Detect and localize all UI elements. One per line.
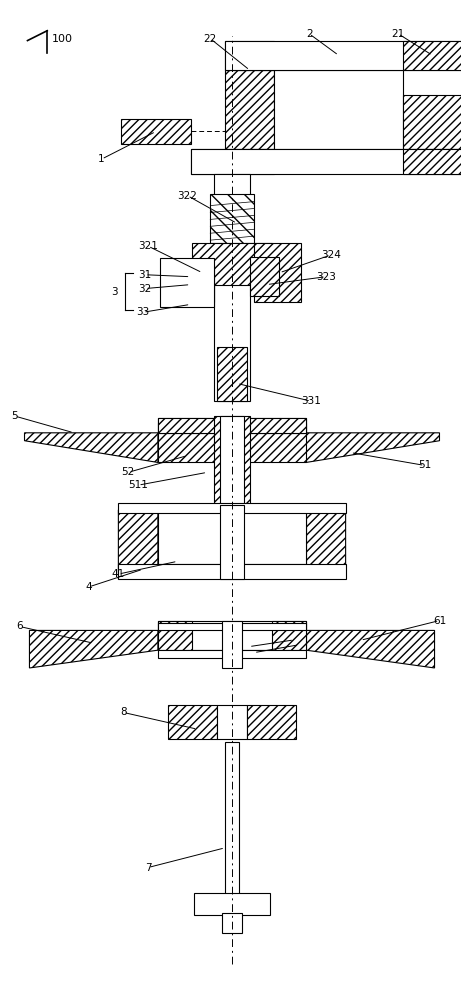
Text: 31: 31 xyxy=(138,270,151,280)
Bar xyxy=(219,416,244,505)
Text: 1: 1 xyxy=(98,154,105,164)
Bar xyxy=(157,621,192,650)
Bar xyxy=(157,418,217,433)
Bar xyxy=(157,621,306,650)
Bar xyxy=(253,243,300,302)
Bar xyxy=(246,423,306,462)
Bar xyxy=(274,70,402,149)
Bar xyxy=(271,621,306,650)
Bar xyxy=(160,258,214,307)
Polygon shape xyxy=(306,510,345,579)
Bar xyxy=(222,621,241,668)
Text: 8: 8 xyxy=(120,707,126,717)
Bar xyxy=(246,705,295,739)
Bar xyxy=(246,418,306,433)
Text: 511: 511 xyxy=(128,480,148,490)
Text: 3: 3 xyxy=(111,287,117,297)
Polygon shape xyxy=(306,433,438,462)
Text: 321: 321 xyxy=(138,241,157,251)
Bar xyxy=(402,149,463,174)
Bar xyxy=(217,705,246,739)
Text: 22: 22 xyxy=(203,34,216,44)
Bar xyxy=(168,705,217,739)
Bar xyxy=(163,283,214,302)
Text: 331: 331 xyxy=(300,396,320,406)
Text: 5: 5 xyxy=(11,411,18,421)
Bar xyxy=(210,194,253,243)
Text: 324: 324 xyxy=(320,250,340,260)
Text: 21: 21 xyxy=(390,29,404,39)
Bar xyxy=(225,70,274,149)
Bar xyxy=(402,41,461,70)
Bar xyxy=(192,243,271,285)
Text: 52: 52 xyxy=(121,467,135,477)
Bar xyxy=(121,119,190,144)
Bar xyxy=(222,913,241,933)
Text: 41: 41 xyxy=(112,569,125,579)
Bar xyxy=(163,265,214,283)
Text: 100: 100 xyxy=(52,34,73,44)
Bar xyxy=(214,174,249,401)
Polygon shape xyxy=(29,630,157,668)
Bar xyxy=(157,510,217,564)
Bar xyxy=(214,416,249,505)
Text: 33: 33 xyxy=(136,307,150,317)
Bar xyxy=(246,510,306,564)
Bar xyxy=(157,418,306,433)
Text: 32: 32 xyxy=(138,284,151,294)
Text: 4: 4 xyxy=(85,582,92,592)
Polygon shape xyxy=(118,510,157,579)
Bar xyxy=(225,742,238,895)
Polygon shape xyxy=(306,630,434,668)
Bar xyxy=(157,423,217,462)
Text: 51: 51 xyxy=(417,460,431,470)
Bar xyxy=(217,347,246,401)
Bar xyxy=(157,650,306,658)
Text: 61: 61 xyxy=(432,616,445,626)
Text: 7: 7 xyxy=(144,863,151,873)
Bar xyxy=(219,505,244,579)
Bar xyxy=(194,893,269,915)
Text: 322: 322 xyxy=(177,191,197,201)
Bar xyxy=(118,564,345,579)
Text: 6: 6 xyxy=(16,621,23,631)
Bar xyxy=(402,95,461,149)
Text: 2: 2 xyxy=(305,29,312,39)
Bar xyxy=(157,510,306,564)
Bar xyxy=(118,503,345,513)
Bar xyxy=(190,149,463,174)
Polygon shape xyxy=(25,433,157,462)
Bar xyxy=(225,41,461,70)
Bar xyxy=(225,41,274,70)
Bar xyxy=(190,149,274,174)
Bar xyxy=(157,623,306,630)
Bar xyxy=(249,257,279,296)
Text: 323: 323 xyxy=(315,272,335,282)
